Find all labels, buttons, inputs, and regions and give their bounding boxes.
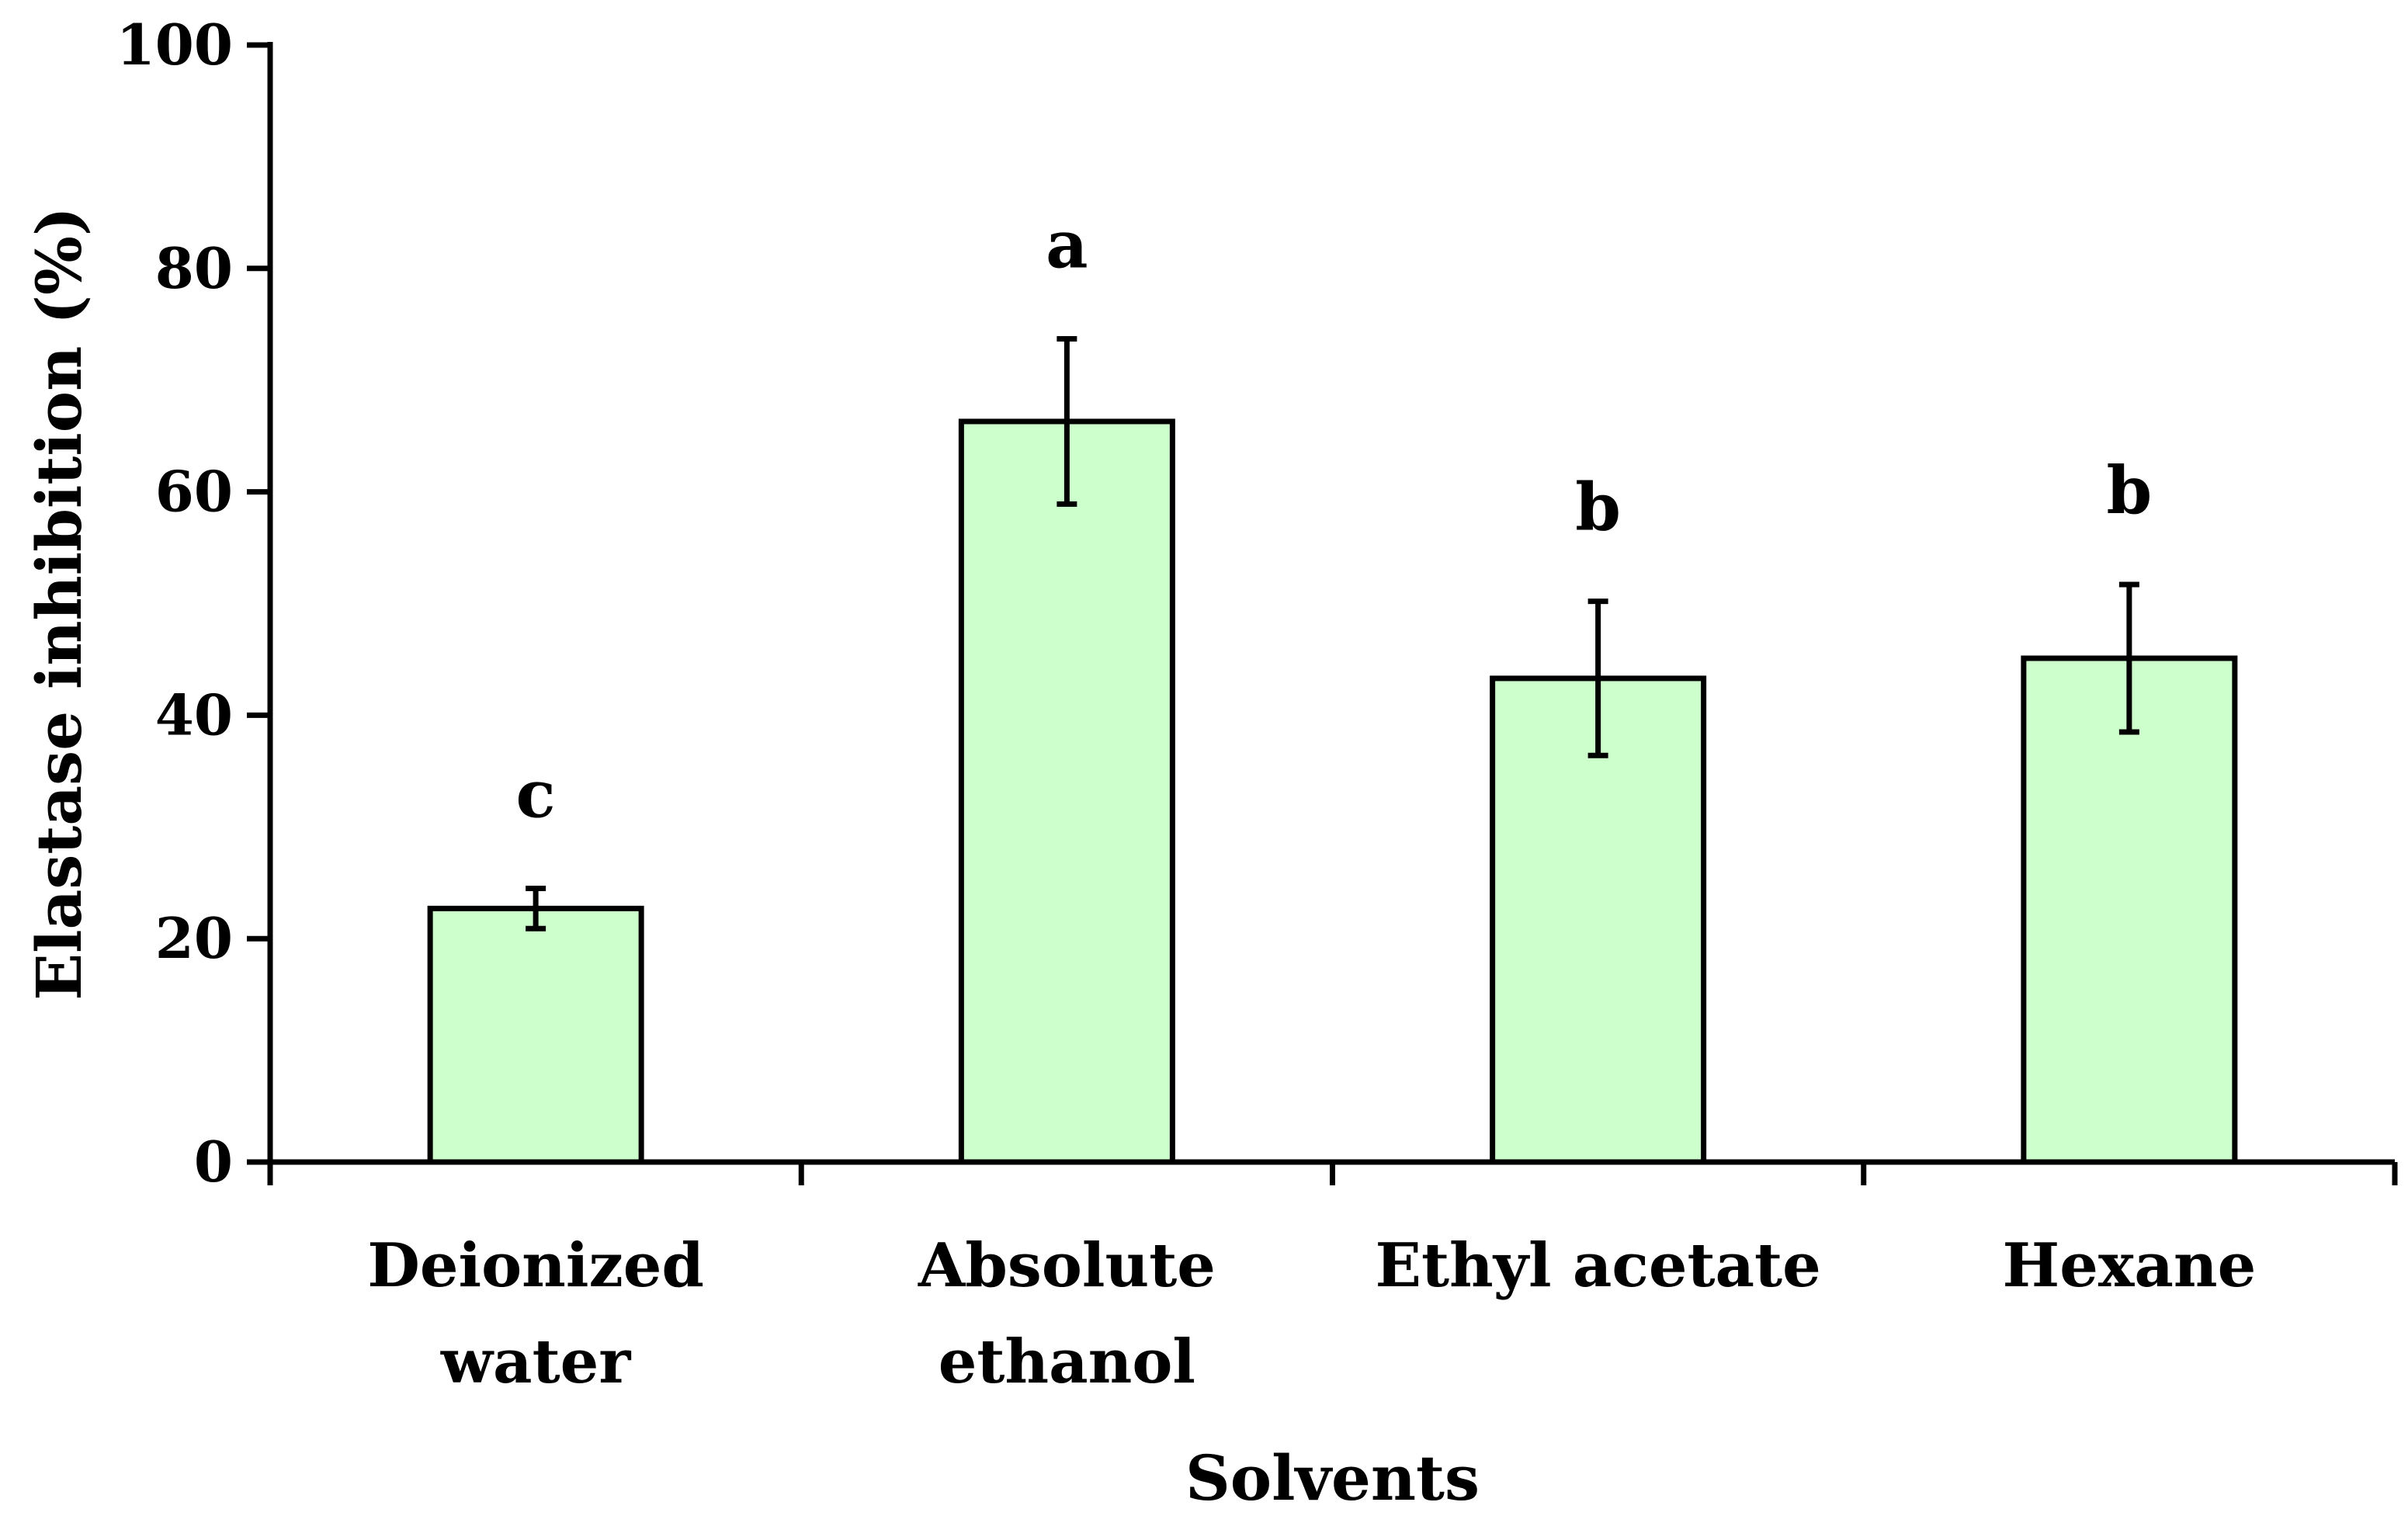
- x-category-label: Absolute: [918, 1230, 1216, 1301]
- y-tick-label: 100: [116, 12, 233, 78]
- bar: [427, 905, 644, 1165]
- x-axis-title: Solvents: [1185, 1441, 1480, 1514]
- y-tick-label: 40: [155, 682, 233, 748]
- y-axis-title: Elastase inhibition (%): [23, 206, 95, 1001]
- y-tick-label: 60: [155, 459, 233, 525]
- x-category-label: Deionized: [367, 1230, 704, 1301]
- x-category-label: Ethyl acetate: [1376, 1230, 1821, 1301]
- y-tick-label: 80: [155, 235, 233, 301]
- axes-layer: [247, 42, 2395, 1185]
- x-category-label: water: [440, 1327, 631, 1397]
- bar: [2021, 655, 2238, 1165]
- bar: [1490, 675, 1707, 1165]
- significance-letter: a: [1046, 206, 1088, 283]
- x-ticks-layer: [798, 1162, 2398, 1185]
- bars-layer: [427, 418, 2238, 1165]
- error-bars-layer: [526, 335, 2139, 931]
- labels-layer: c Deionized water a Absolute ethanol b Ethyl ac…: [367, 206, 2256, 1397]
- y-tick-label: 20: [155, 905, 233, 971]
- y-tick-label: 0: [194, 1129, 233, 1195]
- x-category-label: Hexane: [2003, 1230, 2257, 1301]
- x-category-label: ethanol: [939, 1327, 1195, 1397]
- significance-letter: b: [2107, 452, 2153, 529]
- significance-letter: b: [1575, 469, 1621, 546]
- significance-letter: c: [516, 755, 556, 832]
- y-ticks-layer: 0 20 40 60 80 100: [116, 12, 270, 1195]
- bar: [958, 418, 1175, 1165]
